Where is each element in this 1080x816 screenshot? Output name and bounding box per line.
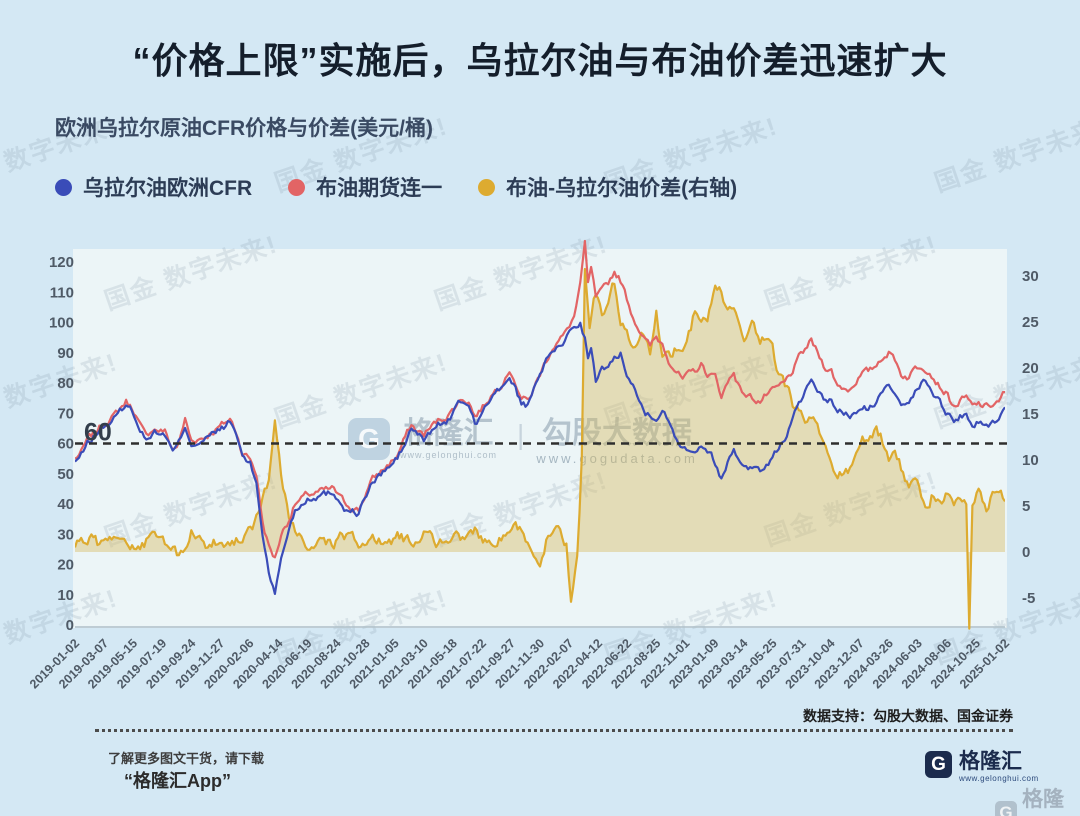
legend-dot-spread-icon xyxy=(478,178,496,196)
right-axis-tick: 10 xyxy=(1022,452,1039,469)
legend-dot-urals-icon xyxy=(55,178,72,196)
legend-item-spread: 布油-乌拉尔油价差(右轴) xyxy=(478,172,737,202)
left-axis-tick: 70 xyxy=(57,405,74,422)
left-axis-tick: 0 xyxy=(66,617,74,634)
gelonghui-logo-text: 格隆汇 xyxy=(959,750,1022,773)
footer-app-name: “格隆汇App” xyxy=(124,771,231,791)
legend-label-spread: 布油-乌拉尔油价差(右轴) xyxy=(506,177,738,200)
left-axis-tick: 40 xyxy=(57,496,74,513)
right-axis-tick: -5 xyxy=(1022,590,1035,607)
legend-label-urals: 乌拉尔油欧洲CFR xyxy=(83,177,253,200)
gelonghui-watermark-logo-text: 格隆汇 xyxy=(1022,788,1065,811)
legend-item-brent-futures: 布油期货连一 xyxy=(288,172,442,202)
right-axis-tick: 0 xyxy=(1022,544,1030,561)
left-axis-tick: 20 xyxy=(57,557,74,574)
gelonghui-logo: G 格隆汇 www.gelonghui.com xyxy=(925,751,1039,783)
left-axis-tick: 10 xyxy=(57,587,74,604)
gelonghui-logo-url: www.gelonghui.com xyxy=(959,774,1039,783)
chart-legend: 乌拉尔油欧洲CFR 布油期货连一 布油-乌拉尔油价差(右轴) xyxy=(55,172,737,202)
gelonghui-logo-icon: G xyxy=(925,751,952,778)
data-support-note: 数据支持：勾股大数据、国金证券 xyxy=(803,708,1013,724)
left-axis-tick: 60 xyxy=(57,436,74,453)
right-axis-tick: 15 xyxy=(1022,406,1039,423)
left-axis-tick: 120 xyxy=(49,254,74,271)
urals-line xyxy=(75,321,1005,595)
spread-line xyxy=(75,267,1005,630)
left-axis-tick: 100 xyxy=(49,315,74,332)
left-axis-tick: 80 xyxy=(57,375,74,392)
right-axis-tick: 5 xyxy=(1022,498,1030,515)
reference-line-label: 60 xyxy=(84,419,112,447)
chart-title: 欧洲乌拉尔原油CFR价格与价差(美元/桶) xyxy=(55,117,433,140)
legend-dot-brent-icon xyxy=(288,178,306,196)
right-axis-tick: 20 xyxy=(1022,360,1039,377)
right-axis-tick: 25 xyxy=(1022,314,1039,331)
right-axis-tick: 30 xyxy=(1022,268,1039,285)
left-axis-tick: 90 xyxy=(57,345,74,362)
left-axis-tick: 30 xyxy=(57,526,74,543)
legend-item-urals-cfr: 乌拉尔油欧洲CFR xyxy=(55,172,252,202)
left-axis-tick: 110 xyxy=(50,284,74,301)
footer-separator xyxy=(95,729,1013,732)
legend-label-brent: 布油期货连一 xyxy=(316,177,443,200)
spread-area-fill xyxy=(75,269,1005,629)
page-title: “价格上限”实施后，乌拉尔油与布油价差迅速扩大 xyxy=(132,40,948,81)
gelonghui-watermark-logo-icon: G xyxy=(995,801,1018,816)
gelonghui-watermark-logo: G 格隆汇 xyxy=(995,783,1080,816)
footer-promo-text: 了解更多图文干货，请下载 xyxy=(108,751,265,766)
left-axis-tick: 50 xyxy=(57,466,74,483)
